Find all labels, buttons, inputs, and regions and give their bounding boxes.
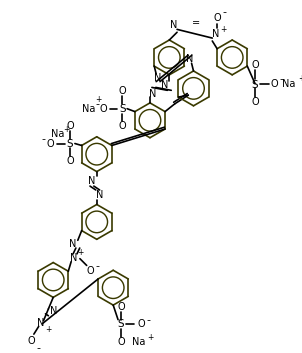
Text: -: - [95,99,99,109]
Text: Na: Na [282,79,296,89]
Text: +: + [63,125,69,134]
Text: Na: Na [51,129,64,139]
Text: N: N [149,89,156,99]
Text: O: O [137,319,145,329]
Text: S: S [119,104,126,114]
Text: -: - [37,343,41,353]
Text: +: + [220,25,226,34]
Text: =: = [191,18,200,28]
Text: O: O [271,79,278,89]
Text: N: N [161,80,168,90]
Text: N: N [213,29,220,39]
Text: Na: Na [82,104,95,114]
Text: -: - [95,262,99,271]
Text: O: O [47,138,55,149]
Text: O: O [99,104,107,114]
Text: N: N [170,20,178,30]
Text: O: O [66,156,74,166]
Text: N: N [69,239,77,249]
Text: N: N [50,306,57,316]
Text: Na: Na [132,337,145,347]
Text: -: - [279,74,283,84]
Text: O: O [117,302,125,312]
Text: O: O [213,13,221,23]
Text: O: O [66,121,74,131]
Text: O: O [251,97,259,107]
Text: N: N [154,73,162,83]
Text: +: + [298,74,302,83]
Text: -: - [42,134,46,144]
Text: +: + [147,333,153,342]
Text: O: O [27,336,35,346]
Text: O: O [251,60,259,70]
Text: N: N [70,253,78,263]
Text: N: N [96,190,103,200]
Text: -: - [146,315,150,325]
Text: -: - [223,7,227,17]
Text: O: O [117,337,125,347]
Text: N: N [186,54,193,64]
Text: S: S [117,319,124,329]
Text: N: N [88,176,96,186]
Text: S: S [252,79,258,90]
Text: O: O [118,86,126,96]
Text: S: S [67,138,73,149]
Text: +: + [78,249,84,257]
Text: N: N [37,318,44,329]
Text: O: O [118,121,126,131]
Text: O: O [87,266,94,276]
Text: +: + [45,325,52,334]
Text: +: + [95,96,101,104]
